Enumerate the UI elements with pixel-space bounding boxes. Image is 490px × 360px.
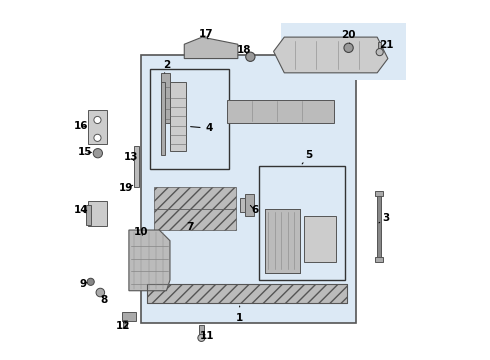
Bar	[122, 312, 136, 321]
Polygon shape	[184, 37, 238, 59]
Circle shape	[198, 334, 205, 342]
Bar	[86, 205, 92, 225]
Text: 6: 6	[250, 205, 258, 215]
Text: 4: 4	[191, 123, 213, 133]
Polygon shape	[245, 194, 254, 216]
Bar	[375, 191, 383, 196]
Bar	[88, 111, 107, 144]
Bar	[375, 257, 383, 262]
Text: 18: 18	[237, 45, 251, 55]
FancyBboxPatch shape	[281, 23, 406, 80]
Text: 15: 15	[78, 147, 93, 157]
Bar	[147, 284, 347, 303]
Text: 5: 5	[302, 150, 313, 164]
Circle shape	[94, 134, 101, 141]
Bar	[154, 208, 236, 230]
Text: 11: 11	[200, 332, 215, 342]
Text: 20: 20	[342, 30, 356, 43]
Circle shape	[94, 116, 101, 123]
Text: 13: 13	[124, 152, 139, 162]
Bar	[199, 325, 203, 339]
Bar	[377, 194, 381, 258]
FancyBboxPatch shape	[259, 166, 345, 280]
Text: 19: 19	[119, 183, 134, 193]
Polygon shape	[161, 82, 165, 155]
Text: 3: 3	[379, 212, 390, 223]
Bar	[227, 100, 334, 123]
Polygon shape	[129, 230, 170, 291]
Text: 14: 14	[74, 205, 88, 215]
Bar	[378, 42, 381, 53]
Text: 7: 7	[186, 222, 194, 232]
Polygon shape	[273, 37, 388, 73]
Circle shape	[376, 49, 383, 56]
Circle shape	[96, 288, 104, 297]
Text: 1: 1	[236, 306, 243, 323]
Circle shape	[93, 149, 102, 158]
Polygon shape	[240, 198, 245, 212]
Text: 8: 8	[100, 295, 107, 305]
Bar	[265, 208, 300, 273]
Bar	[134, 146, 139, 187]
FancyBboxPatch shape	[150, 69, 229, 169]
Circle shape	[245, 52, 255, 62]
Circle shape	[344, 43, 353, 53]
Circle shape	[87, 278, 94, 285]
Text: 10: 10	[134, 227, 148, 237]
Bar	[88, 202, 107, 226]
Text: 17: 17	[198, 29, 213, 39]
Bar	[154, 187, 236, 208]
FancyBboxPatch shape	[142, 55, 356, 323]
Text: 16: 16	[74, 121, 88, 131]
Text: 2: 2	[164, 60, 171, 73]
Text: 12: 12	[116, 321, 131, 331]
Bar	[123, 320, 127, 327]
Bar	[265, 208, 300, 273]
Polygon shape	[170, 82, 186, 152]
Bar	[161, 73, 170, 123]
Bar	[147, 284, 347, 303]
Text: 21: 21	[379, 40, 393, 50]
Bar	[304, 216, 336, 262]
Text: 9: 9	[80, 279, 87, 289]
